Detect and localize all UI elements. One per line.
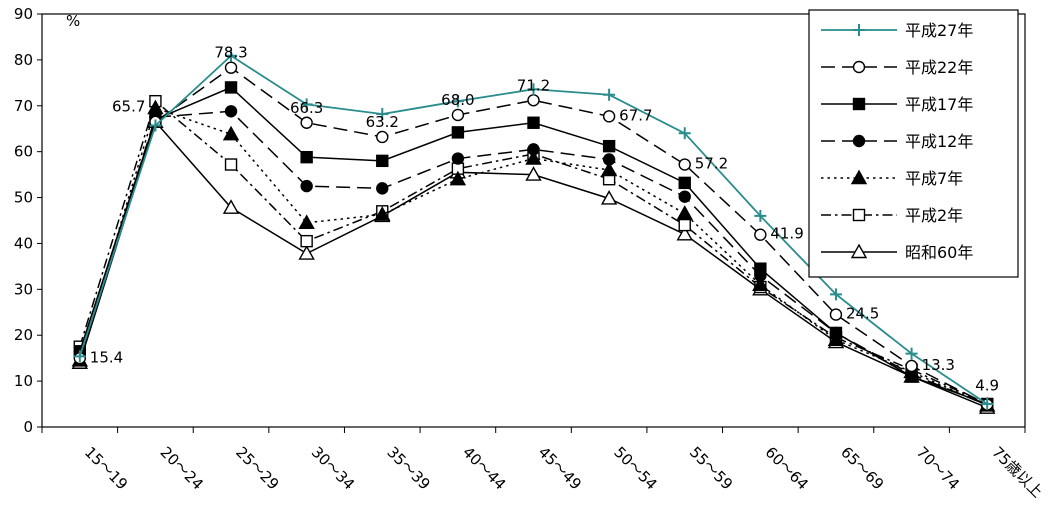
x-tick-label: 35～39 xyxy=(383,443,433,493)
data-label: 67.7 xyxy=(619,106,652,124)
x-tick-label: 15～19 xyxy=(81,443,131,493)
data-label: 71.2 xyxy=(517,76,550,94)
data-point xyxy=(226,106,237,117)
x-tick-label: 70～74 xyxy=(913,443,963,493)
x-tick-label: 60～64 xyxy=(762,443,812,493)
x-tick-label: 25～29 xyxy=(232,443,282,493)
data-label: 15.4 xyxy=(90,348,123,366)
data-point xyxy=(604,154,615,165)
data-point xyxy=(679,191,690,202)
data-label: 63.2 xyxy=(366,113,399,131)
data-point xyxy=(906,371,917,382)
y-tick-label: 50 xyxy=(14,189,33,207)
x-tick-label: 75歳以上 xyxy=(988,443,1046,501)
y-tick-label: 90 xyxy=(14,5,33,23)
data-label: 65.7 xyxy=(112,98,145,116)
data-point xyxy=(679,177,690,188)
y-tick-label: 20 xyxy=(14,326,33,344)
data-point xyxy=(452,109,463,120)
data-label: 41.9 xyxy=(770,225,803,243)
legend-label: 平成22年 xyxy=(905,58,973,77)
y-axis-unit: % xyxy=(66,12,80,30)
data-point xyxy=(830,327,841,338)
x-tick-label: 40～44 xyxy=(459,443,509,493)
data-point xyxy=(528,117,539,128)
y-tick-label: 60 xyxy=(14,143,33,161)
y-tick-label: 80 xyxy=(14,51,33,69)
data-point xyxy=(830,309,841,320)
data-point xyxy=(678,207,692,220)
data-point xyxy=(755,263,766,274)
data-point xyxy=(906,360,917,371)
data-point xyxy=(377,131,388,142)
x-tick-label: 50～54 xyxy=(610,443,660,493)
legend-label: 昭和60年 xyxy=(905,243,973,262)
data-point xyxy=(755,229,766,240)
data-label: 4.9 xyxy=(975,377,999,395)
data-point xyxy=(528,95,539,106)
data-point xyxy=(603,89,615,101)
data-point xyxy=(301,152,312,163)
data-point xyxy=(602,191,616,204)
data-point xyxy=(301,181,312,192)
y-tick-label: 10 xyxy=(14,372,33,390)
legend: 平成27年平成22年平成17年平成12年平成7年平成2年昭和60年 xyxy=(809,10,1018,277)
data-label: 13.3 xyxy=(922,356,955,374)
data-label: 68.0 xyxy=(441,91,474,109)
y-tick-label: 40 xyxy=(14,234,33,252)
data-point xyxy=(300,247,314,260)
data-point xyxy=(679,220,690,231)
data-point xyxy=(377,155,388,166)
x-tick-label: 45～49 xyxy=(535,443,585,493)
legend-label: 平成12年 xyxy=(905,132,973,151)
data-label: 24.5 xyxy=(846,305,879,323)
y-tick-label: 30 xyxy=(14,280,33,298)
data-point xyxy=(452,127,463,138)
y-tick-label: 70 xyxy=(14,97,33,115)
data-point xyxy=(226,82,237,93)
legend-label: 平成17年 xyxy=(905,95,973,114)
legend-marker xyxy=(854,136,865,147)
data-point xyxy=(226,159,237,170)
data-label: 57.2 xyxy=(695,155,728,173)
data-label: 78.3 xyxy=(214,44,247,62)
data-point xyxy=(528,144,539,155)
x-tick-label: 55～59 xyxy=(686,443,736,493)
legend-marker xyxy=(854,99,865,110)
data-point xyxy=(224,127,238,139)
data-point xyxy=(226,62,237,73)
legend-label: 平成27年 xyxy=(905,21,973,40)
legend-marker xyxy=(854,210,865,221)
data-point xyxy=(300,216,314,229)
data-point xyxy=(604,111,615,122)
data-point xyxy=(301,236,312,247)
legend-label: 平成2年 xyxy=(905,206,963,225)
data-point xyxy=(301,117,312,128)
data-point xyxy=(377,183,388,194)
data-point xyxy=(679,159,690,170)
data-label: 66.3 xyxy=(290,99,323,117)
legend-label: 平成7年 xyxy=(905,169,963,188)
data-point xyxy=(452,153,463,164)
legend-marker xyxy=(854,62,865,73)
x-tick-label: 20～24 xyxy=(157,443,207,493)
y-tick-label: 0 xyxy=(23,418,33,436)
x-tick-label: 30～34 xyxy=(308,443,358,493)
data-point xyxy=(604,141,615,152)
x-tick-label: 65～69 xyxy=(837,443,887,493)
